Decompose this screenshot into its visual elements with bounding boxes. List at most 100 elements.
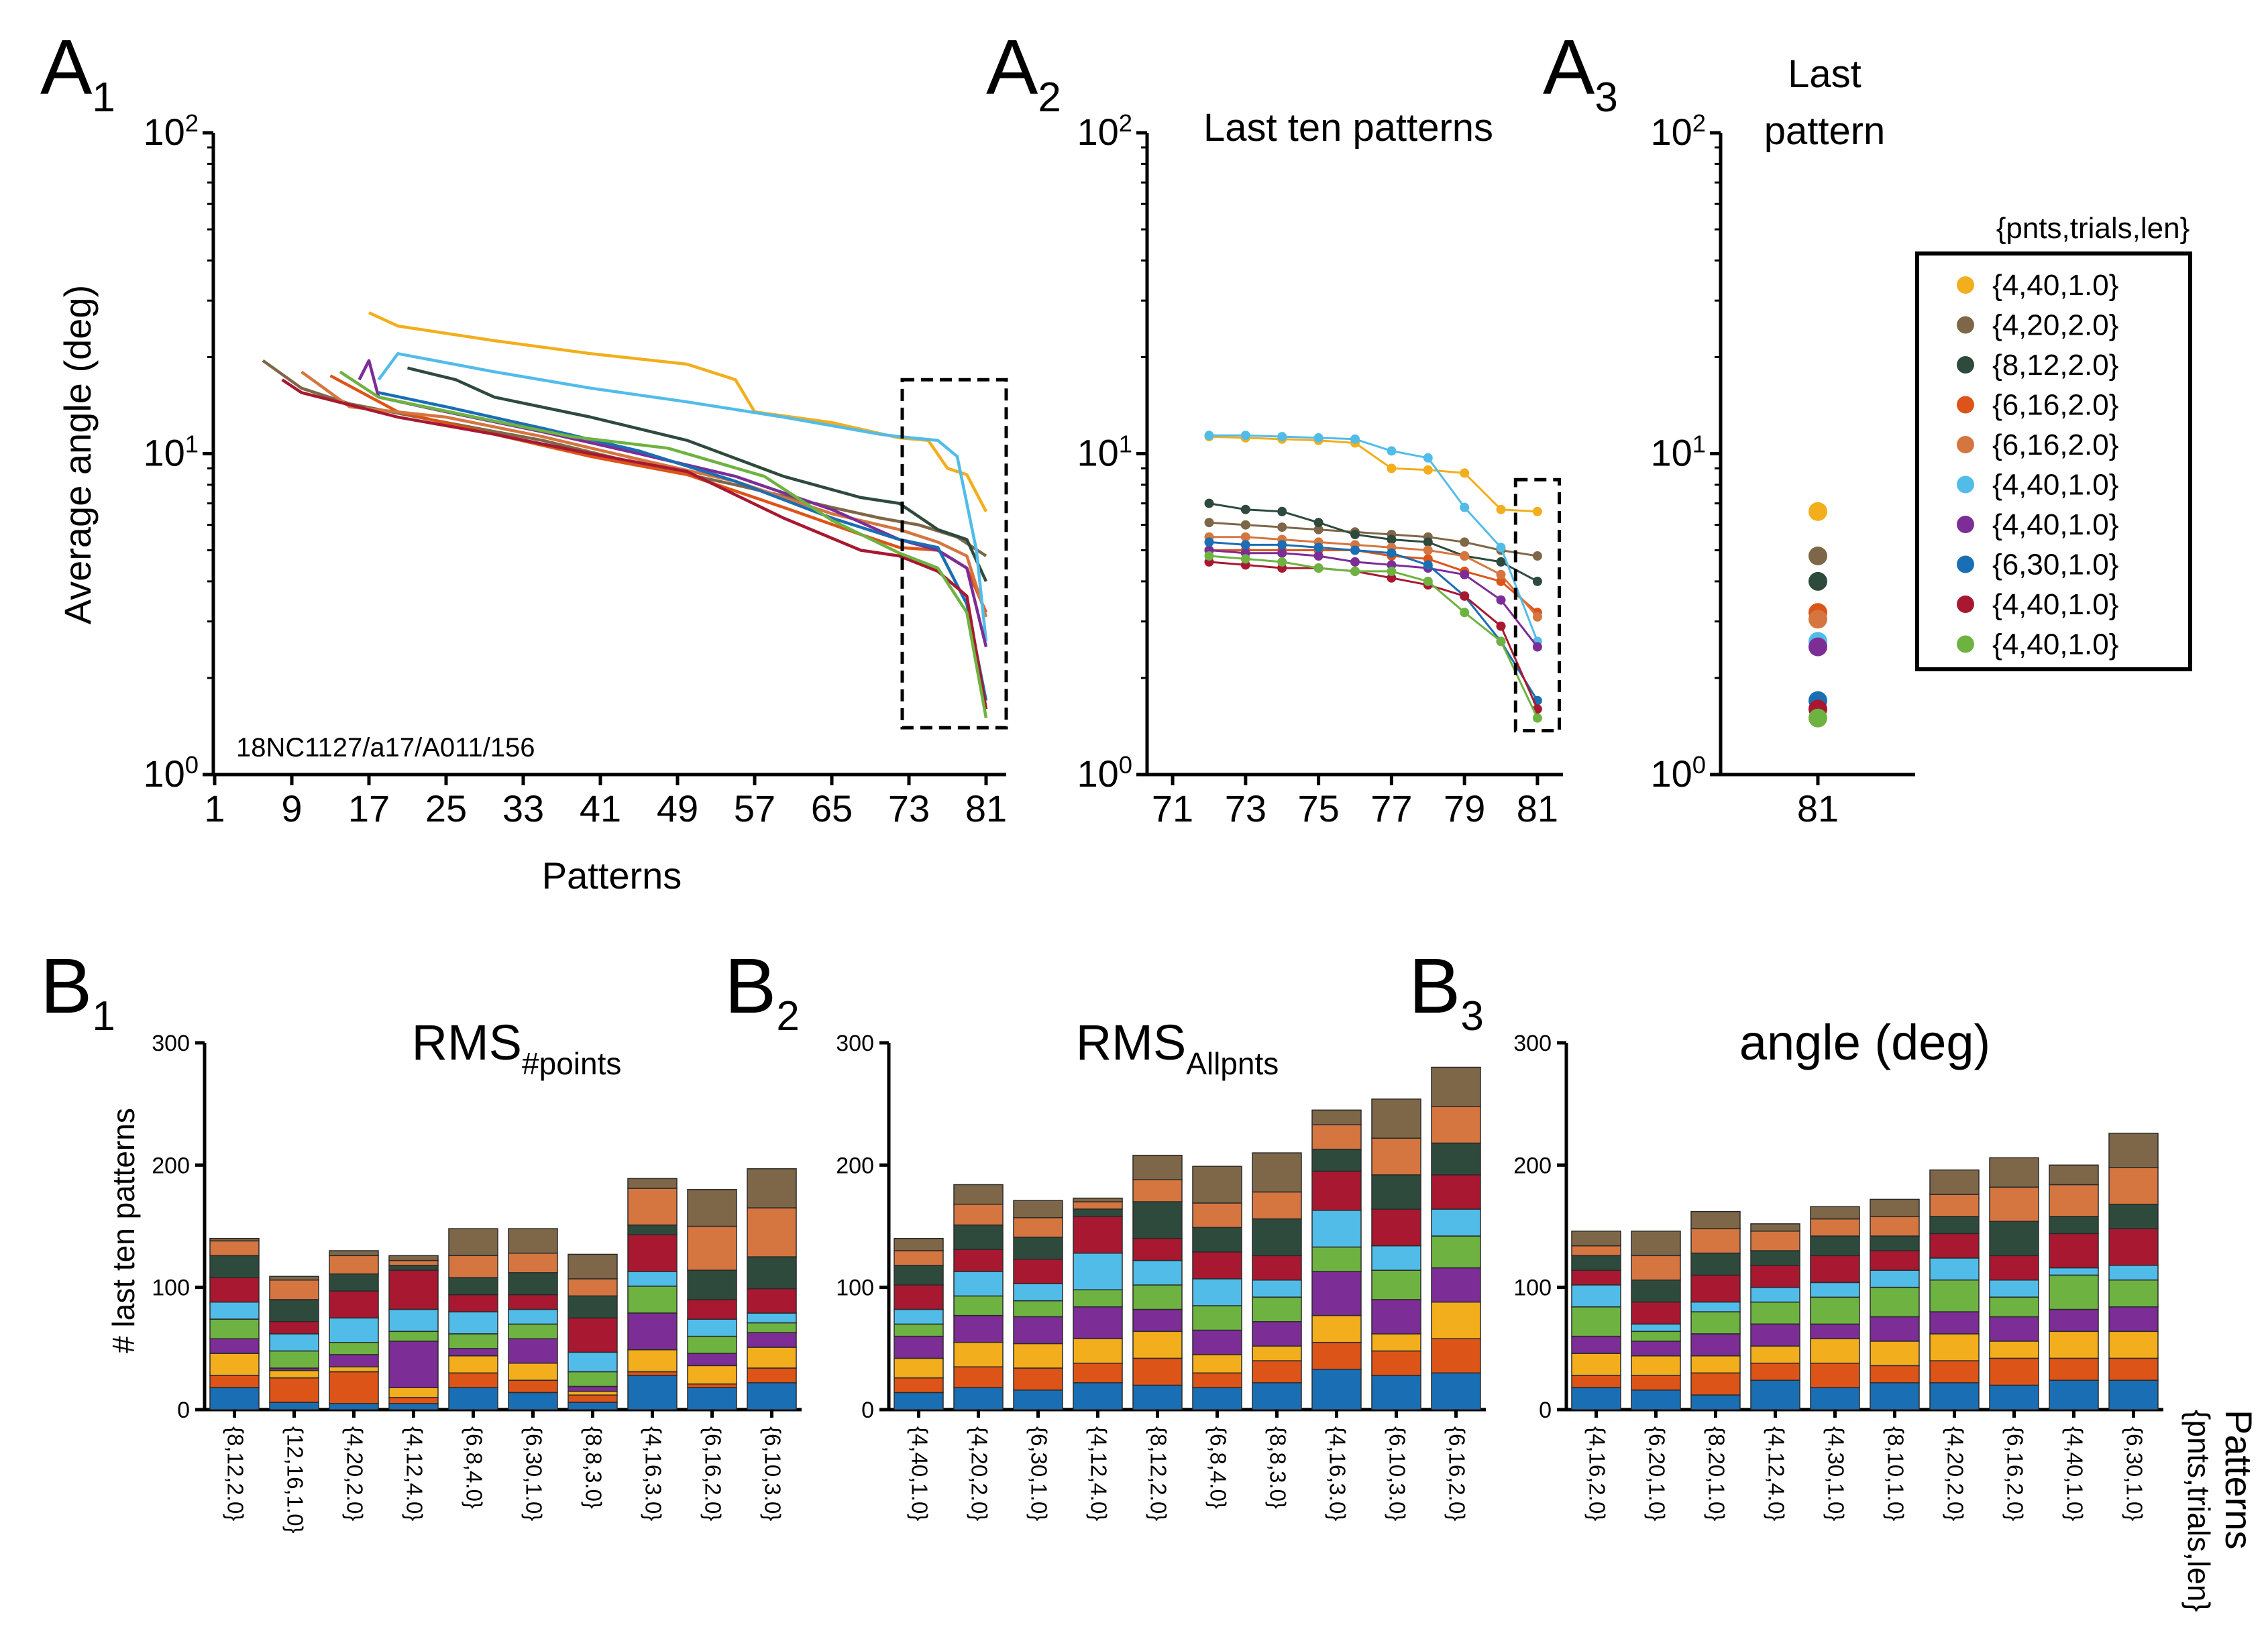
b3-bar-segment [1989, 1157, 2039, 1188]
b3-bar-segment [1989, 1186, 2039, 1223]
b1-bar-segment [329, 1250, 379, 1257]
b3-bar-segment [1571, 1335, 1621, 1354]
a1-y-tick-label: 100 [143, 751, 199, 795]
a1-x-tick-label: 81 [965, 787, 1007, 830]
b2-bar-segment [894, 1392, 944, 1410]
b3-bar-segment [1631, 1279, 1681, 1303]
b3-bar-segment [1571, 1284, 1621, 1308]
a2-point [1496, 543, 1506, 553]
b3-category-label: {4,20,2.0} [1943, 1426, 1968, 1521]
panel-label-A3: A3 [1543, 23, 1618, 121]
b2-category-label: {8,12,2.0} [1146, 1426, 1171, 1521]
b2-bar-segment [1311, 1369, 1362, 1410]
b2-bar-segment [1371, 1208, 1421, 1247]
a2-point [1204, 551, 1214, 561]
b3-bar-segment [1750, 1301, 1800, 1325]
b1-y-tick-label: 100 [152, 1276, 190, 1301]
b2-y-tick-label: 300 [836, 1031, 874, 1056]
b1-bar-segment [388, 1331, 439, 1342]
legend-title: {pnts,trials,len} [1996, 212, 2190, 245]
b1-bar-segment [388, 1255, 439, 1261]
b1-bar-segment [269, 1299, 319, 1322]
b2-bar-segment [953, 1366, 1004, 1388]
b3-bar-segment [1690, 1333, 1741, 1357]
a2-x-tick-label: 77 [1370, 787, 1412, 830]
b2-bar-segment [1132, 1237, 1183, 1261]
a2-x-tick-label: 71 [1152, 787, 1193, 830]
b2-y-tick-label: 200 [836, 1153, 874, 1178]
a1-x-tick-label: 17 [348, 787, 390, 830]
b2-bar-segment [894, 1335, 944, 1359]
b2-category-label: {4,16,3.0} [1326, 1426, 1350, 1521]
b1-bar-segment [687, 1353, 737, 1367]
b2-bar-segment [953, 1295, 1004, 1316]
b3-bar-segment [1571, 1353, 1621, 1376]
a3-y-tick-label-base: 10 [1650, 752, 1692, 795]
b2-bar-segment [1013, 1316, 1063, 1345]
b1-y-tick-label: 300 [152, 1031, 190, 1056]
a2-point [1423, 537, 1433, 547]
b3-bar-segment [1750, 1231, 1800, 1251]
a1-x-tick-label: 65 [811, 787, 853, 830]
a1-highlight-box [900, 378, 1008, 730]
legend-marker-10 [1957, 635, 1974, 653]
b2-bar-segment [1252, 1191, 1302, 1220]
legend-label-10: {4,40,1.0} [1992, 628, 2118, 661]
a2-point [1387, 566, 1397, 576]
a3-point-2 [1808, 547, 1827, 565]
b3-bar-segment [2049, 1216, 2099, 1235]
b2-bar-segment [1252, 1360, 1302, 1383]
b2-bar-segment [1013, 1200, 1063, 1219]
panel-label-B3-base: B [1409, 942, 1460, 1029]
b2-bar-segment [1132, 1179, 1183, 1202]
b3-bar-segment [2108, 1379, 2159, 1410]
a2-point [1277, 522, 1287, 532]
b2-bar-segment [1192, 1278, 1242, 1306]
b2-bar-segment [1192, 1372, 1242, 1388]
b3-bar-segment [1690, 1301, 1741, 1312]
b3-bar-segment [2049, 1331, 2099, 1359]
a2-point [1313, 518, 1324, 528]
b1-bar-segment [209, 1237, 260, 1242]
legend-label-2: {4,20,2.0} [1992, 309, 2118, 342]
b2-bar-segment [1431, 1372, 1481, 1410]
b1-category-label: {6,10,3.0} [761, 1426, 786, 1521]
b2-bar-segment [1132, 1331, 1183, 1359]
panel-B2: 0 100 200 300 RMSAllpnts {4,40,1.0} {4,20,2.0}… [836, 1015, 1486, 1521]
b1-bar-segment [329, 1354, 379, 1367]
b1-bar-segment [448, 1348, 498, 1357]
a2-point [1240, 554, 1250, 564]
b3-bar-segment [1571, 1306, 1621, 1337]
a2-point [1313, 524, 1324, 534]
panel-label-A3-sub: 3 [1595, 74, 1617, 121]
b2-bar-segment [894, 1284, 944, 1310]
b3-bar-segment [1870, 1286, 1920, 1318]
a2-point [1204, 498, 1214, 508]
b2-bar-segment [1431, 1235, 1481, 1269]
a2-point [1423, 453, 1433, 463]
b1-bar-segment [269, 1276, 319, 1281]
a1-series-line-10 [339, 370, 988, 719]
b2-bar-segment [1192, 1227, 1242, 1253]
b1-bar-segment [747, 1207, 797, 1257]
b3-bar-segment [2108, 1265, 2159, 1281]
b2-bar-segment [1311, 1170, 1362, 1211]
a3-y-tick-label: 100 [1650, 751, 1706, 795]
b1-category-label: {6,8,4.0} [462, 1426, 487, 1509]
b1-bar-segment [747, 1347, 797, 1369]
b3-bar-segment [1631, 1331, 1681, 1342]
b2-category-label: {4,20,2.0} [967, 1426, 992, 1521]
a2-series-line-4 [1209, 549, 1538, 614]
a2-y-tick-label-exp: 1 [1119, 431, 1132, 458]
b3-bar-segment [1810, 1235, 1860, 1257]
b3-bar-segment [1810, 1362, 1860, 1388]
b3-bar-segment [1810, 1323, 1860, 1340]
b1-bar-segment [448, 1294, 498, 1312]
a2-point [1350, 530, 1360, 539]
b2-bar-segment [1431, 1106, 1481, 1144]
b3-bar-segment [2108, 1357, 2159, 1381]
a3-y-tick-label: 102 [1650, 109, 1706, 153]
b3-bar-segment [1631, 1375, 1681, 1391]
b1-bar-segment [209, 1240, 260, 1257]
